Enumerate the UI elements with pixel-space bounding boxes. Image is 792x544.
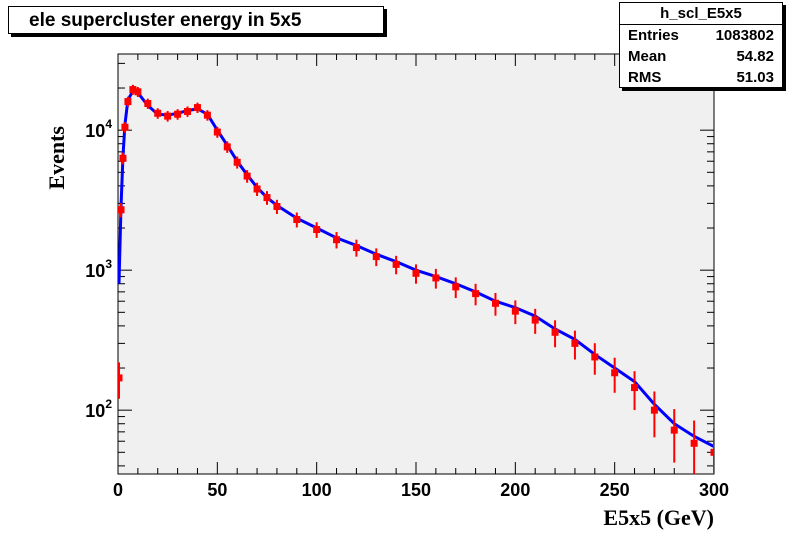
- data-point: [472, 290, 480, 298]
- data-point: [253, 185, 261, 193]
- stats-label: Entries: [628, 27, 679, 44]
- data-point: [154, 109, 162, 117]
- stats-histogram-name: h_scl_E5x5: [620, 3, 782, 25]
- x-tick-label: 300: [699, 480, 729, 500]
- x-tick-label: 0: [113, 480, 123, 500]
- data-point: [531, 316, 539, 324]
- data-point: [118, 206, 125, 214]
- data-point: [591, 353, 599, 361]
- data-point: [491, 299, 499, 307]
- data-point: [129, 86, 137, 94]
- x-tick-label: 150: [401, 480, 431, 500]
- y-tick-label: 103: [85, 257, 112, 281]
- chart-title: ele supercluster energy in 5x5: [8, 6, 384, 34]
- data-point: [134, 88, 142, 96]
- data-point: [452, 283, 460, 291]
- data-point: [233, 158, 241, 166]
- data-point: [223, 143, 231, 151]
- data-point: [144, 100, 152, 108]
- data-point: [213, 128, 221, 136]
- data-point: [121, 123, 129, 131]
- data-point: [118, 374, 123, 382]
- data-point: [650, 406, 658, 414]
- data-point: [432, 274, 440, 282]
- data-point: [392, 260, 400, 268]
- data-point: [263, 194, 271, 202]
- data-point: [571, 339, 579, 347]
- x-axis-label: E5x5 (GeV): [603, 505, 714, 530]
- data-point: [273, 202, 281, 210]
- series-1: [118, 84, 714, 474]
- data-point: [511, 307, 519, 315]
- data-point: [174, 110, 182, 118]
- stats-value: 51.03: [736, 69, 774, 86]
- data-point: [372, 253, 380, 261]
- x-tick-label: 100: [302, 480, 332, 500]
- data-point: [164, 112, 172, 120]
- x-tick-label: 200: [500, 480, 530, 500]
- y-tick-label: 102: [85, 397, 112, 421]
- stats-label: RMS: [628, 69, 662, 86]
- stats-value: 1083802: [715, 27, 774, 44]
- stats-value: 54.82: [736, 48, 774, 65]
- stats-label: Mean: [628, 48, 667, 65]
- y-axis-label: Events: [44, 126, 69, 190]
- data-series: [118, 84, 714, 474]
- stats-row-rms: RMS 51.03: [620, 67, 782, 88]
- data-point: [193, 104, 201, 112]
- plot-frame: [117, 53, 715, 475]
- x-tick-label: 250: [600, 480, 630, 500]
- data-point: [710, 448, 714, 456]
- data-point: [184, 107, 192, 115]
- stats-row-mean: Mean 54.82: [620, 46, 782, 67]
- stats-row-entries: Entries 1083802: [620, 25, 782, 46]
- data-point: [313, 226, 321, 234]
- data-point: [243, 172, 251, 180]
- x-tick-labels: 0 50 100 150 200 250 300: [113, 480, 729, 500]
- data-point: [119, 154, 127, 162]
- y-tick-label: 104: [85, 117, 112, 141]
- y-tick-labels: 102 103 104: [85, 117, 112, 421]
- data-point: [551, 328, 559, 336]
- data-point: [611, 369, 619, 377]
- data-point: [124, 98, 132, 106]
- data-point: [352, 244, 360, 252]
- data-point: [293, 216, 301, 224]
- data-point: [631, 384, 639, 392]
- data-point: [412, 269, 420, 277]
- data-point: [203, 111, 211, 119]
- stats-box: h_scl_E5x5 Entries 1083802 Mean 54.82 RM…: [619, 2, 783, 88]
- data-point: [690, 439, 698, 447]
- data-point: [670, 426, 678, 434]
- x-tick-label: 50: [207, 480, 227, 500]
- data-point: [333, 236, 341, 244]
